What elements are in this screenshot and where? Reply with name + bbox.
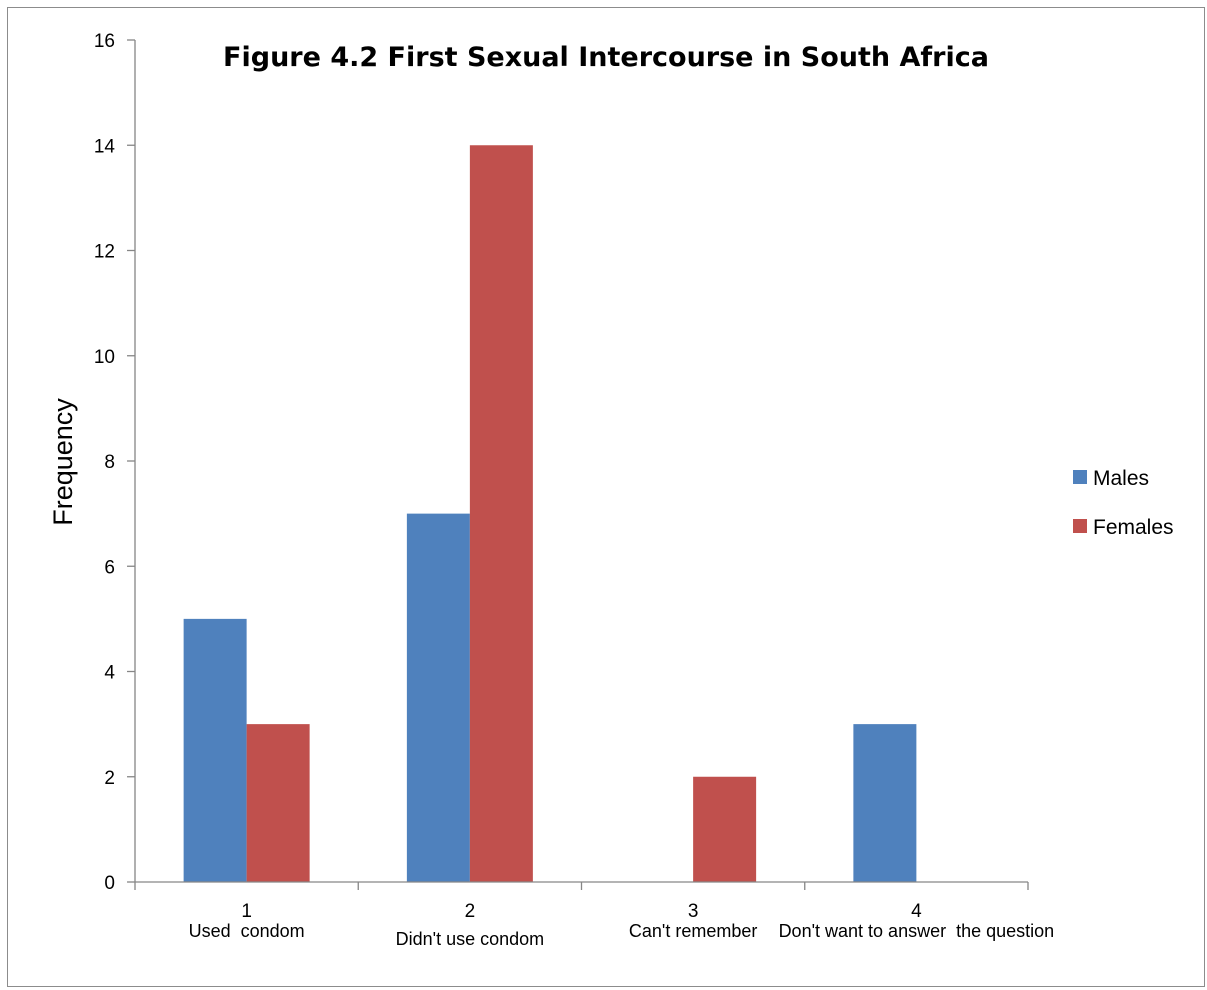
- y-tick-label: 12: [94, 242, 115, 263]
- y-axis-label: Frequency: [48, 398, 78, 526]
- legend: Males Females: [1073, 467, 1174, 539]
- chart-title: Figure 4.2 First Sexual Intercourse in S…: [223, 42, 989, 73]
- bar-females-3: [693, 776, 757, 882]
- legend-label-females: Females: [1093, 516, 1174, 539]
- x-tick-label: 1: [241, 901, 252, 922]
- bar-males-2: [406, 513, 470, 882]
- bar-males-1: [183, 618, 247, 882]
- chart-frame: [7, 7, 1205, 987]
- y-tick-label: 10: [94, 347, 115, 368]
- bar-females-2: [469, 145, 533, 882]
- x-category-description: Used condom: [189, 921, 305, 941]
- y-tick-label: 4: [104, 663, 115, 684]
- x-tick-label: 4: [911, 901, 922, 922]
- y-tick-label: 0: [104, 873, 115, 894]
- x-category-description: Don't want to answer the question: [779, 921, 1055, 941]
- x-category-description: Didn't use condom: [396, 929, 545, 949]
- legend-swatch-males: [1073, 470, 1087, 484]
- y-tick-label: 16: [94, 31, 115, 52]
- y-tick-label: 6: [104, 557, 115, 578]
- legend-label-males: Males: [1093, 467, 1149, 490]
- bar-females-1: [246, 724, 310, 882]
- x-category-description: Can't remember: [629, 921, 757, 941]
- y-tick-label: 14: [94, 136, 116, 157]
- legend-swatch-females: [1073, 519, 1087, 533]
- bar-males-4: [853, 724, 917, 882]
- bars-group: [183, 145, 917, 882]
- y-tick-label: 8: [104, 452, 115, 473]
- x-tick-label: 2: [465, 901, 476, 922]
- x-tick-label: 3: [688, 901, 699, 922]
- y-tick-label: 2: [104, 768, 115, 789]
